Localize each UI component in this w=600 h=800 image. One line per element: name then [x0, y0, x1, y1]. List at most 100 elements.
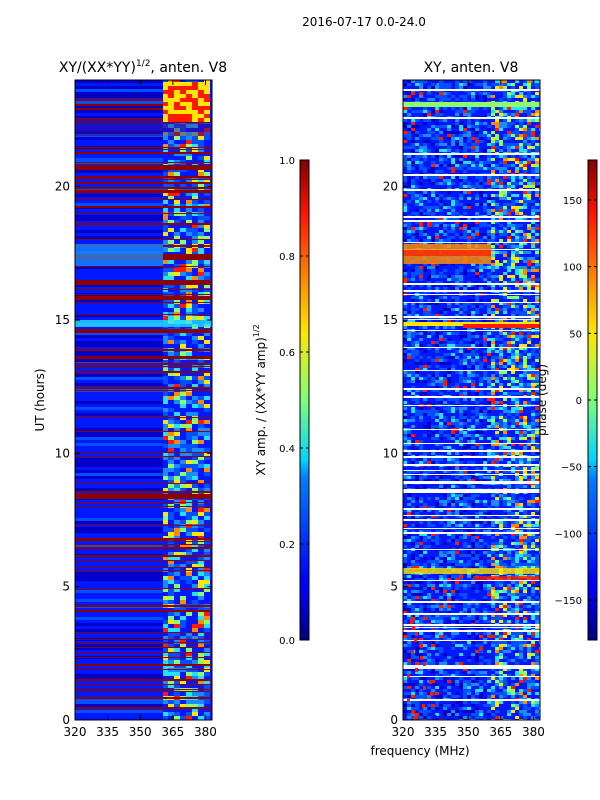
heatmap-cell [186, 228, 192, 232]
heatmap-cell [419, 350, 423, 353]
heatmap-cell [471, 134, 475, 137]
heatmap-cell [451, 107, 455, 110]
heatmap-cell [535, 146, 539, 149]
heatmap-cell [415, 356, 419, 359]
heatmap-cell [523, 257, 527, 260]
heatmap-cell [186, 484, 192, 488]
heatmap-cell [180, 172, 186, 176]
heatmap-cell [415, 308, 419, 311]
heatmap-cell [419, 122, 423, 125]
heatmap-cell [407, 113, 411, 116]
heatmap-cell [204, 636, 210, 640]
heatmap-cell [427, 233, 431, 236]
heatmap-cell [174, 452, 180, 456]
heatmap-cell [463, 287, 467, 290]
heatmap-cell [180, 376, 186, 380]
heatmap-cell [75, 542, 163, 545]
heatmap-cell [535, 332, 539, 335]
heatmap-cell [423, 224, 427, 227]
heatmap-cell [75, 689, 163, 692]
heatmap-cell [435, 179, 439, 182]
heatmap-cell [535, 191, 539, 194]
heatmap-cell [491, 317, 495, 320]
heatmap-cell [443, 227, 447, 230]
heatmap-cell [163, 408, 169, 412]
heatmap-cell [198, 360, 204, 364]
heatmap-cell [467, 302, 471, 305]
heatmap-cell [407, 287, 411, 290]
heatmap-cell [192, 712, 198, 716]
heatmap-cell [467, 140, 471, 143]
heatmap-cell [75, 647, 163, 650]
heatmap-cell [471, 218, 475, 221]
heatmap-cell [427, 341, 431, 344]
heatmap-cell [495, 158, 499, 161]
heatmap-cell [75, 155, 163, 158]
heatmap-cell [487, 125, 491, 128]
heatmap-cell [511, 284, 515, 287]
heatmap-cell [443, 302, 447, 305]
heatmap-cell [168, 592, 174, 596]
heatmap-cell [503, 305, 507, 308]
heatmap-cell [471, 209, 475, 212]
heatmap-cell [503, 209, 507, 212]
heatmap-cell [168, 420, 174, 424]
heatmap-cell [439, 350, 443, 353]
heatmap-cell [519, 272, 523, 275]
heatmap-cell [519, 302, 523, 305]
heatmap-cell [483, 125, 487, 128]
heatmap-cell [455, 308, 459, 311]
heatmap-cell [467, 137, 471, 140]
heatmap-cell [163, 484, 169, 488]
heatmap-cell [75, 551, 163, 554]
heatmap-cell [523, 335, 527, 338]
heatmap-cell [475, 353, 479, 356]
heatmap-cell [507, 302, 511, 305]
heatmap-cell [439, 206, 443, 209]
heatmap-cell [431, 233, 435, 236]
heatmap-cell [499, 314, 503, 317]
heatmap-cell [495, 341, 499, 344]
heatmap-cell [447, 287, 451, 290]
heatmap-cell [174, 456, 180, 460]
heatmap-cell [447, 236, 451, 239]
heatmap-cell [511, 332, 515, 335]
heatmap-cell [499, 161, 503, 164]
heatmap-cell [487, 305, 491, 308]
heatmap-cell [523, 203, 527, 206]
heatmap-cell [431, 158, 435, 161]
heatmap-cell [411, 299, 415, 302]
heatmap-cell [535, 197, 539, 200]
heatmap-flag-line [75, 182, 212, 184]
heatmap-cell [75, 599, 163, 602]
heatmap-cell [192, 520, 198, 524]
heatmap-cell [467, 308, 471, 311]
heatmap-cell [415, 191, 419, 194]
x-tick-label: 350 [129, 725, 152, 739]
heatmap-cell [515, 131, 519, 134]
heatmap-cell [535, 344, 539, 347]
heatmap-cell [467, 149, 471, 152]
heatmap-cell [186, 140, 192, 144]
heatmap-cell [411, 221, 415, 224]
heatmap-cell [192, 444, 198, 448]
heatmap-cell [431, 335, 435, 338]
heatmap-cell [168, 508, 174, 512]
heatmap-cell [447, 170, 451, 173]
heatmap-cell [163, 676, 169, 680]
heatmap-cell [531, 140, 535, 143]
heatmap-cell [531, 341, 535, 344]
heatmap-cell [487, 137, 491, 140]
heatmap-cell [192, 464, 198, 468]
heatmap-cell [180, 384, 186, 388]
heatmap-cell [523, 338, 527, 341]
heatmap-cell [163, 672, 169, 676]
heatmap-cell [515, 320, 519, 323]
heatmap-cell [499, 113, 503, 116]
heatmap-cell [198, 136, 204, 140]
heatmap-cell [435, 263, 439, 266]
heatmap-cell [427, 149, 431, 152]
heatmap-cell [186, 432, 192, 436]
heatmap-cell [475, 86, 479, 89]
heatmap-cell [168, 580, 174, 584]
